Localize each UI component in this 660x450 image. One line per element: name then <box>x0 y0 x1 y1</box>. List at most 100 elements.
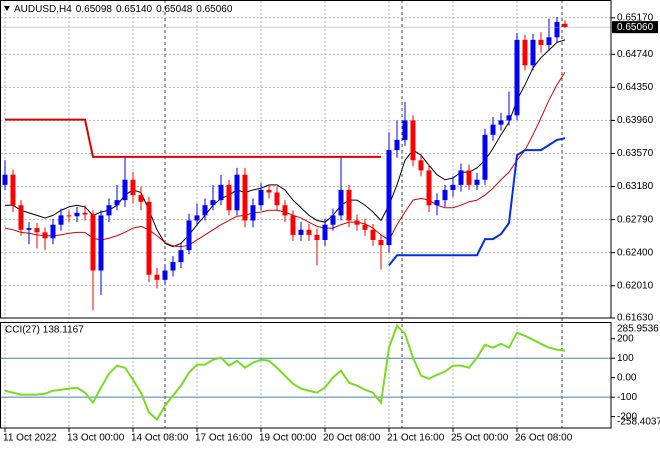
candle-body <box>82 212 88 215</box>
candle-body <box>194 215 200 221</box>
y-tick-label: 0.65170 <box>617 12 654 23</box>
candle-body <box>394 139 400 151</box>
candle-body <box>106 205 112 216</box>
candle-body <box>242 174 248 221</box>
y-tick-label: 0.62790 <box>617 214 654 225</box>
menu-arrow[interactable] <box>4 6 10 11</box>
candle-body <box>306 229 312 235</box>
y-tick-label: 200 <box>617 333 634 344</box>
x-tick-label: 20 Oct 08:00 <box>323 433 381 444</box>
candle-body <box>482 134 488 180</box>
axis-limit-label: 285.9536 <box>617 324 659 335</box>
x-tick-label: 19 Oct 00:00 <box>259 433 317 444</box>
candle-body <box>378 239 384 246</box>
candle-body <box>354 220 360 225</box>
symbol: AUDUSD,H4 <box>14 4 72 15</box>
indicator-line <box>5 39 566 248</box>
candle-body <box>370 229 376 240</box>
candle-body <box>58 215 64 225</box>
candle-body <box>538 39 544 45</box>
y-tick-label: 0.62010 <box>617 280 654 291</box>
candle-body <box>202 205 208 216</box>
candle-body <box>498 120 504 125</box>
high-value: 0.65140 <box>116 4 153 15</box>
candle-body <box>210 200 216 206</box>
candle-body <box>170 262 176 271</box>
candle-body <box>250 205 256 221</box>
candle-body <box>362 224 368 230</box>
y-tick-label: 0.61630 <box>617 313 654 324</box>
candle-body <box>514 39 520 116</box>
candle-body <box>434 200 440 206</box>
y-tick-label: 0.64350 <box>617 82 654 93</box>
candle-body <box>146 201 152 275</box>
candle-body <box>258 189 264 206</box>
candle-body <box>154 274 160 280</box>
y-tick-label: 0.00 <box>617 372 637 383</box>
candle-body <box>138 195 144 202</box>
x-tick-label: 13 Oct 00:00 <box>67 433 125 444</box>
x-tick-label: 14 Oct 08:00 <box>131 433 189 444</box>
candle-body <box>458 170 464 185</box>
candle-body <box>298 229 304 235</box>
candle-body <box>402 120 408 140</box>
y-tick-label: 0.63570 <box>617 148 654 159</box>
candle-body <box>18 205 24 230</box>
candle-body <box>322 224 328 240</box>
candle-body <box>162 270 168 280</box>
candle-body <box>42 232 48 239</box>
candle-body <box>74 212 80 217</box>
candle-body <box>186 220 192 251</box>
chart-header: AUDUSD,H4 0.65098 0.65140 0.65048 0.65060 <box>14 4 233 15</box>
candle-body <box>226 184 232 211</box>
candle-body <box>522 39 528 66</box>
candle-body <box>418 160 424 171</box>
current-price-box <box>612 21 658 34</box>
candle-body <box>290 215 296 235</box>
y-tick-label: 0.63180 <box>617 181 654 192</box>
candle-body <box>426 170 432 206</box>
candle-body <box>2 174 8 185</box>
candle-body <box>562 23 568 28</box>
candle-body <box>474 179 480 185</box>
candle-body <box>274 192 280 206</box>
candle-body <box>554 22 560 38</box>
cci-frame <box>0 322 612 429</box>
candle-body <box>98 215 104 271</box>
indicator-line <box>5 118 381 158</box>
open-value: 0.65098 <box>76 4 113 15</box>
cci-line <box>4 323 566 422</box>
candle-body <box>450 184 456 190</box>
candle-body <box>234 174 240 211</box>
y-tick-label: 0.62400 <box>617 247 654 258</box>
y-tick-label: -100 <box>617 392 637 403</box>
close-value: 0.65060 <box>196 4 233 15</box>
x-tick-label: 25 Oct 00:00 <box>451 433 509 444</box>
x-tick-label: 11 Oct 2022 <box>3 433 57 444</box>
candle-body <box>34 228 40 233</box>
current-price-label: 0.65060 <box>617 22 654 33</box>
candle-body <box>282 205 288 216</box>
candle-body <box>266 189 272 193</box>
candle-body <box>466 170 472 185</box>
candle-body <box>26 228 32 230</box>
y-tick-label: -200 <box>617 411 637 422</box>
candle-body <box>218 184 224 201</box>
candle-body <box>346 189 352 221</box>
candle-body <box>442 189 448 201</box>
candle-body <box>114 200 120 206</box>
main-frame <box>0 0 612 319</box>
candle-body <box>314 234 320 240</box>
marks <box>1 16 611 422</box>
y-tick-label: 0.63960 <box>617 115 654 126</box>
candle-body <box>506 115 512 121</box>
candle-body <box>122 179 128 201</box>
axis-limit-label: -258.4037 <box>617 417 660 428</box>
x-tick-label: 26 Oct 08:00 <box>515 433 573 444</box>
indicator-line <box>388 137 566 267</box>
x-tick-label: 17 Oct 16:00 <box>195 433 253 444</box>
candle-body <box>410 120 416 161</box>
candle-body <box>130 179 136 196</box>
